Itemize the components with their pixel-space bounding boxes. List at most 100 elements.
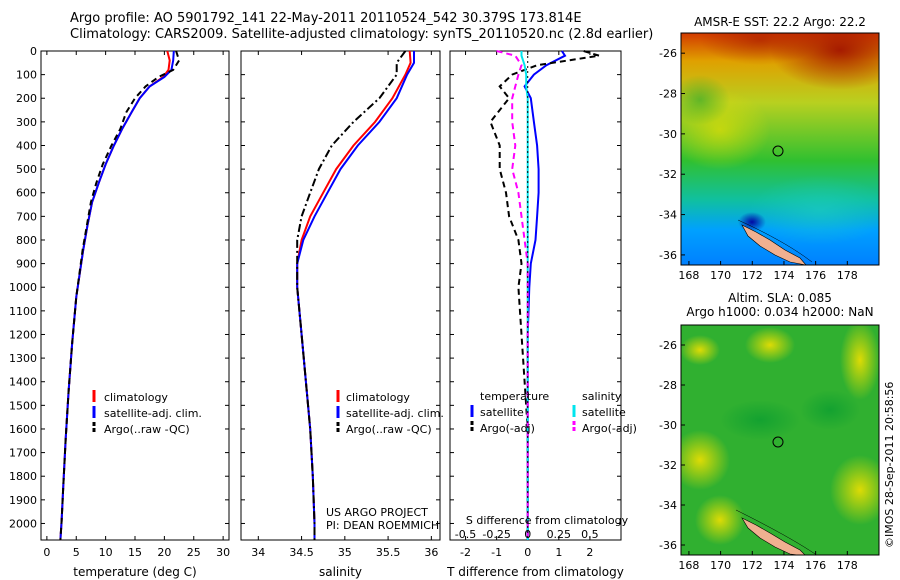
x-tick-label: 34 — [251, 546, 265, 559]
x-tick-label: 2 — [586, 546, 593, 559]
sla-map: Altim. SLA: 0.085 Argo h1000: 0.034 h200… — [659, 291, 880, 572]
legend-label: Argo(-adj) — [582, 422, 637, 435]
x-tick-label: 35.5 — [376, 546, 401, 559]
x-tick-label: 20 — [157, 546, 171, 559]
difference-panel: -2 -1 0 1 2 T difference from climatology -0.5… — [446, 50, 637, 579]
series-line-argo-adj- — [496, 50, 529, 540]
y-tick-label: 1700 — [9, 447, 37, 460]
x-tick-label: 15 — [128, 546, 142, 559]
map-y-tick-label: -32 — [659, 168, 677, 181]
y-tick-label: 700 — [16, 210, 37, 223]
legend-header: salinity — [582, 390, 622, 403]
header-line-2: Climatology: CARS2009. Satellite-adjuste… — [70, 27, 653, 42]
salinity-tick-label: 0.25 — [547, 528, 572, 541]
sst-map-field — [681, 33, 879, 265]
x-tick-label: 35 — [338, 546, 352, 559]
project-note: PI: DEAN ROEMMICH — [326, 519, 439, 532]
y-tick-label: 1400 — [9, 376, 37, 389]
legend-label: climatology — [346, 391, 410, 404]
series-line-argo-raw-qc- — [296, 50, 407, 540]
salinity-tick-label: 0 — [524, 528, 531, 541]
header-line-1: Argo profile: AO 5901792_141 22-May-2011… — [70, 11, 582, 26]
legend-label: Argo(..raw -QC) — [104, 423, 190, 436]
y-tick-label: 100 — [16, 69, 37, 82]
map-y-tick-label: -34 — [659, 209, 677, 222]
x-axis-label: T difference from climatology — [446, 565, 624, 579]
y-tick-label: 1600 — [9, 423, 37, 436]
salinity-axis-label: S difference from climatology — [466, 514, 629, 527]
series-line-satellite — [523, 50, 567, 540]
x-tick-label: 25 — [187, 546, 201, 559]
y-tick-label: 1200 — [9, 328, 37, 341]
x-axis-label: salinity — [319, 565, 362, 579]
argo-position-marker-sla — [772, 436, 784, 448]
map-x-tick-label: 178 — [837, 559, 858, 572]
map-y-tick-label: -36 — [659, 539, 677, 552]
map-x-tick-label: 176 — [805, 559, 826, 572]
map-y-tick-label: -36 — [659, 249, 677, 262]
y-tick-label: 1300 — [9, 352, 37, 365]
argo-position-marker — [772, 145, 784, 157]
plot-frame — [240, 50, 441, 541]
map-y-tick-label: -30 — [659, 419, 677, 432]
legend-label: satellite — [582, 406, 626, 419]
x-tick-label: -1 — [491, 546, 502, 559]
legend-label: satellite — [480, 406, 524, 419]
map-x-tick-label: 172 — [742, 559, 763, 572]
legend-label: Argo(..raw -QC) — [346, 423, 432, 436]
map-y-tick-label: -30 — [659, 128, 677, 141]
series-line-argo-adj- — [489, 50, 600, 540]
salinity-tick-label: -0.5 — [455, 528, 476, 541]
map-y-tick-label: -28 — [659, 88, 677, 101]
map-y-tick-label: -28 — [659, 379, 677, 392]
sst-map-title: AMSR-E SST: 22.2 Argo: 22.2 — [694, 15, 866, 29]
x-tick-label: 1 — [555, 546, 562, 559]
map-x-tick-label: 172 — [742, 269, 763, 282]
project-note: US ARGO PROJECT — [326, 506, 428, 519]
map-x-tick-label: 178 — [837, 269, 858, 282]
map-x-tick-label: 168 — [678, 269, 699, 282]
salinity-panel: 34 34.5 35 35.5 36 salinity climatology satelli… — [240, 50, 444, 579]
y-tick-label: 0 — [30, 45, 37, 58]
sla-map-field — [681, 325, 879, 555]
y-tick-label: 500 — [16, 163, 37, 176]
map-x-tick-label: 176 — [805, 269, 826, 282]
salinity-tick-label: 0.5 — [581, 528, 599, 541]
legend-label: satellite-adj. clim. — [346, 407, 444, 420]
series-line-argo-raw-qc- — [59, 50, 181, 541]
credit-text: ©IMOS 28-Sep-2011 20:58:56 — [883, 382, 896, 548]
y-tick-label: 200 — [16, 92, 37, 105]
x-tick-label: 36 — [424, 546, 438, 559]
y-tick-label: 600 — [16, 187, 37, 200]
x-tick-label: -2 — [460, 546, 471, 559]
legend-label: Argo(-adj) — [480, 422, 535, 435]
legend-label: climatology — [104, 391, 168, 404]
sla-title-line-2: Argo h1000: 0.034 h2000: NaN — [686, 305, 873, 319]
map-y-tick-label: -26 — [659, 339, 677, 352]
y-tick-label: 1900 — [9, 494, 37, 507]
series-line-satellite-adj-clim- — [59, 50, 175, 541]
y-tick-label: 1800 — [9, 470, 37, 483]
x-tick-label: 30 — [216, 546, 230, 559]
x-tick-label: 0 — [524, 546, 531, 559]
y-tick-label: 1100 — [9, 305, 37, 318]
series-line-climatology — [296, 50, 412, 540]
map-x-tick-label: 170 — [710, 269, 731, 282]
map-x-tick-label: 174 — [773, 269, 794, 282]
x-tick-label: 10 — [99, 546, 113, 559]
map-x-tick-label: 168 — [678, 559, 699, 572]
salinity-tick-label: -0.25 — [482, 528, 510, 541]
sst-map: AMSR-E SST: 22.2 Argo: 22.2 168 170 172 174… — [659, 15, 880, 282]
y-tick-label: 2000 — [9, 517, 37, 530]
legend-label: satellite-adj. clim. — [104, 407, 202, 420]
y-tick-label: 1000 — [9, 281, 37, 294]
map-y-tick-label: -26 — [659, 47, 677, 60]
map-y-tick-label: -32 — [659, 459, 677, 472]
x-tick-label: 0 — [43, 546, 50, 559]
x-axis-label: temperature (deg C) — [73, 565, 196, 579]
sla-title-line-1: Altim. SLA: 0.085 — [728, 291, 832, 305]
y-tick-label: 300 — [16, 116, 37, 129]
y-tick-label: 1500 — [9, 399, 37, 412]
map-x-tick-label: 170 — [710, 559, 731, 572]
